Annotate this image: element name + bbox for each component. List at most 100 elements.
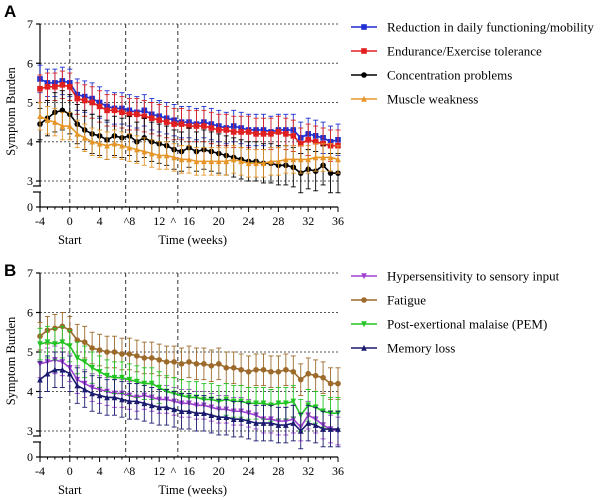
data-point (81, 386, 88, 393)
data-point (230, 156, 237, 163)
legend-label: Muscle weakness (387, 92, 478, 107)
data-point (216, 361, 222, 367)
data-point (327, 425, 334, 432)
x-tick-label: 0 (67, 214, 73, 228)
data-point (290, 133, 297, 139)
x-tick-label: 4 (97, 214, 103, 228)
y-tick-label: 5 (27, 96, 33, 110)
data-point (305, 419, 311, 426)
data-point (208, 363, 215, 369)
data-point (141, 113, 148, 120)
data-point (178, 121, 185, 127)
data-point (305, 370, 312, 377)
data-point (81, 97, 88, 104)
legend-marker (361, 321, 367, 328)
legend-label: Post-exertional malaise (PEM) (387, 317, 547, 332)
data-point (134, 146, 140, 153)
data-point (52, 118, 58, 125)
data-point (245, 160, 252, 167)
data-point (320, 374, 326, 381)
x-tick-label: -4 (35, 464, 45, 478)
x-tick-label: 12 (153, 214, 165, 228)
data-point (134, 353, 140, 359)
data-point (111, 374, 118, 381)
data-point (148, 402, 155, 409)
data-point (260, 366, 267, 373)
data-point (312, 138, 319, 145)
data-point (104, 372, 110, 379)
legend-marker (361, 344, 367, 351)
data-point (186, 407, 192, 415)
data-point (260, 131, 267, 137)
data-point (253, 131, 259, 137)
data-point (193, 123, 200, 129)
x-tick-label: -4 (35, 214, 45, 228)
x-tick-label: 4 (97, 464, 103, 478)
data-point (44, 84, 51, 90)
data-point (283, 156, 289, 163)
legend-label: Hypersensitivity to sensory input (387, 269, 560, 284)
data-point (148, 380, 155, 387)
data-point (74, 382, 81, 389)
data-point (163, 359, 170, 365)
data-point (283, 131, 289, 137)
data-point (320, 154, 326, 161)
data-point (126, 351, 133, 357)
data-point (156, 357, 162, 363)
data-point (59, 366, 66, 373)
y-tick-label: 4 (27, 135, 33, 149)
data-point (163, 152, 170, 159)
data-point (275, 421, 282, 428)
legend-entry: Endurance/Exercise tolerance (351, 44, 542, 59)
data-point (327, 154, 334, 161)
data-point (335, 425, 341, 432)
data-point (52, 84, 58, 90)
data-point (245, 417, 252, 424)
start-label: Start (58, 233, 82, 247)
start-label: Start (58, 483, 82, 497)
data-point (260, 419, 267, 426)
data-point (312, 421, 319, 428)
data-point (74, 95, 81, 102)
data-point (89, 345, 95, 351)
data-point (260, 160, 267, 167)
data-point (335, 156, 341, 163)
data-point (156, 384, 162, 391)
x-tick-label: 36 (332, 214, 344, 228)
data-point (89, 390, 95, 397)
data-point (126, 376, 133, 383)
data-point (193, 361, 200, 367)
data-point (238, 129, 244, 135)
data-point (297, 156, 304, 163)
data-point (148, 150, 155, 157)
series-2 (37, 312, 341, 400)
data-point (126, 144, 133, 151)
x-tick-label: 16 (183, 464, 195, 478)
y-axis-title: Symptom Burden (4, 316, 18, 405)
data-point (119, 109, 125, 116)
data-point (119, 142, 125, 149)
data-point (230, 415, 237, 422)
data-point (297, 427, 304, 434)
legend-marker (361, 273, 367, 280)
data-point (253, 160, 259, 167)
data-point (268, 368, 274, 375)
data-point (297, 140, 304, 147)
data-point (37, 341, 43, 348)
data-point (59, 122, 66, 129)
data-point (74, 130, 81, 137)
x-tick-label: ^ (171, 464, 177, 478)
x-tick-label: 32 (302, 214, 314, 228)
data-point (283, 400, 289, 407)
x-tick-label: 0 (67, 464, 73, 478)
x-tick-label: 24 (243, 214, 255, 228)
data-point (290, 419, 297, 426)
y-tick-label: 3 (27, 174, 33, 188)
data-point (67, 84, 73, 90)
data-point (238, 366, 244, 373)
data-point (193, 409, 200, 417)
data-point (96, 103, 103, 110)
